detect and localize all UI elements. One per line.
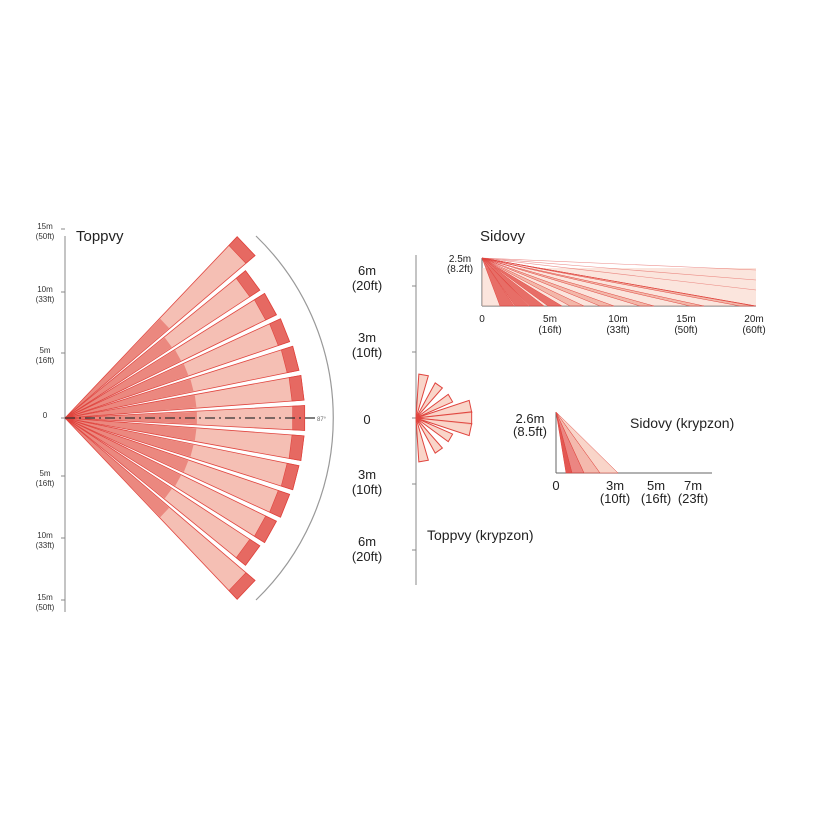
tick-label-m: 6m: [358, 263, 376, 278]
creep-side-height-m: 2.6m: [516, 411, 545, 426]
tick-label-m: 3m: [358, 330, 376, 345]
side-view-title: Sidovy: [480, 228, 526, 245]
tick-label-m: 0: [552, 478, 559, 493]
tick-label-ft: (20ft): [352, 549, 382, 564]
side-view-axis-ticks: 0 5m(16ft) 10m(33ft) 15m(50ft) 20m(60ft): [479, 314, 765, 336]
top-view-range-arc: [255, 235, 334, 601]
creep-top-beam: [415, 382, 444, 419]
top-view-beam: [64, 417, 291, 518]
side-view-beam-line: [481, 257, 757, 281]
top-view-beam: [64, 270, 261, 419]
top-view-creep-diagram: 6m(20ft)3m(10ft)03m(10ft)6m(20ft) Toppvy…: [352, 255, 534, 585]
top-view-beam: [64, 318, 291, 419]
tick-label-ft: (50ft): [36, 603, 55, 612]
top-view-title: Toppvy: [76, 228, 124, 245]
tick-label-ft: (33ft): [36, 295, 55, 304]
creep-top-beam: [415, 417, 429, 463]
top-view-beams: [64, 236, 306, 600]
side-view-creep-diagram: Sidovy (krypzon) 2.6m (8.5ft) 0 3m(10ft) 5…: [513, 411, 734, 506]
top-view-beam: [64, 417, 278, 544]
side-view-beam: [481, 257, 655, 307]
side-view-diagram: Sidovy 2.5m (8.2ft) 0 5m(16ft) 10m(33ft) 15…: [447, 228, 766, 336]
top-view-axis-ticks: 15m(50ft)10m(33ft)5m(16ft)05m(16ft)10m(3…: [36, 222, 65, 612]
top-view-beam: [64, 345, 300, 419]
tick-label-ft: (16ft): [36, 479, 55, 488]
side-view-beam: [481, 257, 585, 307]
creep-top-beam: [415, 417, 454, 443]
side-view-beam: [481, 257, 563, 307]
creep-side-beam: [555, 411, 619, 474]
creep-top-beam: [415, 417, 444, 454]
tick-label-m: 5m: [39, 469, 50, 478]
tick-label-m: 0: [479, 314, 485, 325]
top-view-beam: [64, 417, 300, 491]
tick-label-ft: (16ft): [36, 356, 55, 365]
top-view-beam: [64, 292, 278, 419]
side-view-beam: [481, 257, 757, 307]
side-view-beam: [481, 257, 545, 307]
tick-label-ft: (20ft): [352, 278, 382, 293]
tick-label-ft: (10ft): [352, 482, 382, 497]
creep-top-beam: [415, 417, 473, 437]
tick-label-m: 15m: [676, 314, 695, 325]
tick-label-ft: (33ft): [606, 325, 629, 336]
tick-label-ft: (16ft): [538, 325, 561, 336]
side-view-beams: [481, 257, 757, 307]
creep-top-beam: [415, 393, 454, 419]
side-view-beam-line: [481, 257, 757, 291]
tick-label-m: 5m: [543, 314, 557, 325]
creep-top-title: Toppvy (krypzon): [427, 527, 534, 543]
tick-label-ft: (50ft): [36, 232, 55, 241]
tick-label-m: 10m: [37, 285, 53, 294]
tick-label-ft: (16ft): [641, 491, 671, 506]
tick-label-ft: (23ft): [678, 491, 708, 506]
tick-label-m: 5m: [39, 346, 50, 355]
tick-label-m: 20m: [744, 314, 763, 325]
tick-label-ft: (50ft): [674, 325, 697, 336]
tick-label-m: 0: [363, 412, 370, 427]
tick-label-m: 0: [43, 411, 48, 420]
tick-label-m: 3m: [606, 478, 624, 493]
tick-label-m: 15m: [37, 222, 53, 231]
creep-top-beams: [415, 373, 473, 463]
creep-side-title: Sidovy (krypzon): [630, 415, 734, 431]
creep-side-axis-ticks: 0 3m(10ft) 5m(16ft) 7m(23ft): [552, 478, 708, 506]
creep-top-axis-ticks: 6m(20ft)3m(10ft)03m(10ft)6m(20ft): [352, 263, 416, 564]
side-view-beam: [481, 257, 615, 307]
creep-top-beam: [415, 373, 429, 419]
creep-side-height-ft: (8.5ft): [513, 424, 547, 439]
top-view-beam: [64, 417, 305, 462]
side-view-height-ft: (8.2ft): [447, 264, 473, 275]
tick-label-m: 5m: [647, 478, 665, 493]
top-view-beam: [64, 417, 256, 600]
tick-label-m: 15m: [37, 593, 53, 602]
tick-label-m: 7m: [684, 478, 702, 493]
tick-label-ft: (33ft): [36, 541, 55, 550]
side-view-beam-line: [481, 257, 757, 271]
tick-label-m: 10m: [37, 531, 53, 540]
tick-label-ft: (10ft): [600, 491, 630, 506]
tick-label-m: 10m: [608, 314, 627, 325]
side-view-beam: [481, 257, 705, 307]
top-view-beam: [64, 374, 305, 419]
tick-label-m: 3m: [358, 467, 376, 482]
creep-side-beams: [555, 411, 619, 474]
tick-label-m: 6m: [358, 534, 376, 549]
top-view-angle-label: 87°: [317, 417, 327, 423]
tick-label-ft: (60ft): [742, 325, 765, 336]
top-view-beam: [64, 236, 256, 419]
tick-label-ft: (10ft): [352, 345, 382, 360]
top-view-diagram: 15m(50ft)10m(33ft)5m(16ft)05m(16ft)10m(3…: [36, 222, 334, 612]
side-view-height-m: 2.5m: [449, 254, 471, 265]
top-view-beam: [64, 417, 261, 566]
